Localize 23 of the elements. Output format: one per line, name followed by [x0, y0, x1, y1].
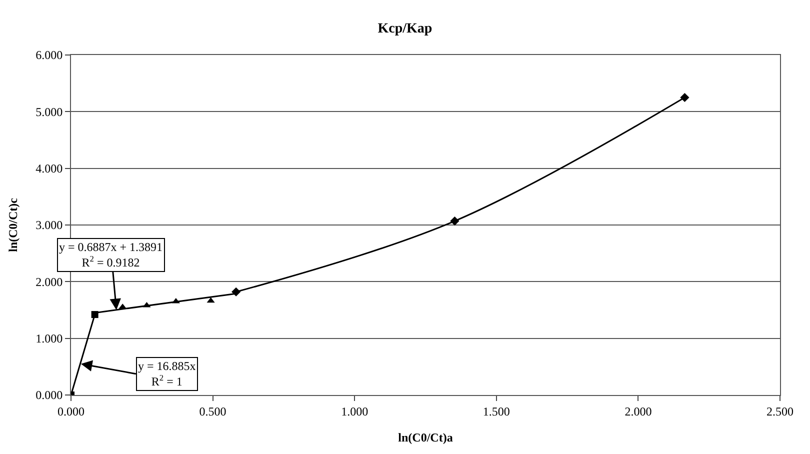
annotation: y = 16.885x R$^{2}$ = 1 — [138, 359, 196, 389]
x-tick-label: 1.000 — [341, 404, 368, 418]
y-tick-label: 5.000 — [36, 104, 63, 119]
y-tick-label: 3.000 — [36, 218, 63, 232]
x-tick-label: 0.000 — [58, 404, 84, 418]
y-tick-label: 1.000 — [36, 332, 63, 346]
y-tick-label: 2.000 — [36, 274, 63, 289]
point — [142, 302, 151, 308]
point — [206, 297, 215, 303]
x-tick-label: 2.000 — [624, 404, 652, 418]
point — [450, 216, 460, 226]
x-axis-title: ln(C0/Ct)a — [398, 430, 453, 444]
point — [232, 287, 241, 296]
y-tick-label: 0.000 — [36, 388, 63, 402]
y-tick-label: 4.000 — [36, 162, 63, 176]
annotation: y = 0.6887x + 1.3891 R$^{2}$ = 0.9182 — [59, 240, 163, 270]
x-tick-label: 1.500 — [482, 404, 510, 418]
y-tick-label: 6.000 — [36, 48, 63, 62]
point — [680, 92, 690, 102]
chart-title: Kcp/Kap — [378, 22, 432, 36]
y-axis-title: ln(C0/Ct)c — [6, 197, 20, 252]
x-tick-label: 2.500 — [766, 404, 794, 418]
x-tick-label: 0.500 — [199, 404, 226, 418]
